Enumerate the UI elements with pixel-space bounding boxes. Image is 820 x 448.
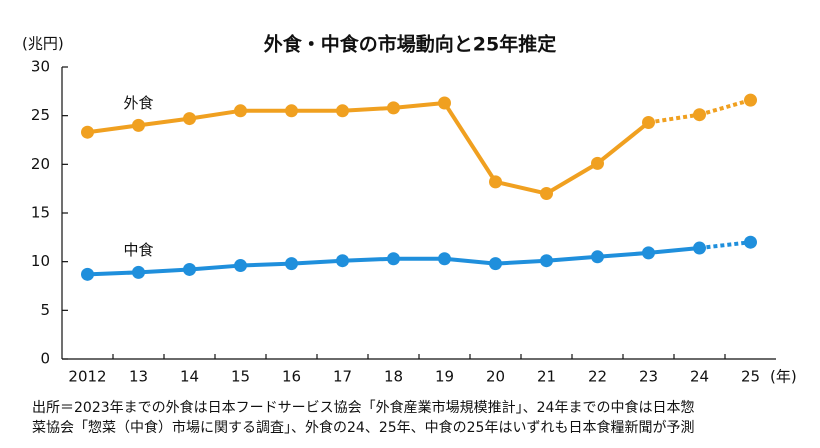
x-tick-label: 13 xyxy=(129,368,148,386)
y-tick-label: 20 xyxy=(31,155,50,173)
line-segment xyxy=(189,108,241,121)
x-tick-label: 23 xyxy=(639,368,658,386)
point xyxy=(234,104,247,118)
point xyxy=(744,93,757,107)
line-segment xyxy=(699,240,751,251)
line-segment xyxy=(87,270,139,277)
source-note: 菜協会「惣菜（中食）市場に関する調査」、外食の24、25年、中食の25年はいずれ… xyxy=(32,419,694,436)
x-tick-label: 14 xyxy=(180,368,199,386)
x-tick-label: 22 xyxy=(588,368,607,386)
line-segment xyxy=(87,123,139,135)
x-tick-label: 16 xyxy=(282,368,301,386)
point xyxy=(438,252,451,266)
line-segment xyxy=(495,258,547,266)
point xyxy=(387,252,400,266)
line-segment xyxy=(138,267,190,275)
line-segment xyxy=(545,161,599,196)
point xyxy=(285,104,298,118)
point xyxy=(489,257,502,271)
y-unit: (兆円) xyxy=(22,35,64,53)
line-segment xyxy=(596,120,650,165)
point xyxy=(642,246,655,260)
point xyxy=(744,235,757,249)
x-tick-label: 24 xyxy=(690,368,709,386)
y-tick-label: 10 xyxy=(31,252,50,270)
chart-title: 外食・中食の市場動向と25年推定 xyxy=(264,33,556,56)
source-note: 出所＝2023年までの外食は日本フードサービス協会「外食産業市場規模推計」、24… xyxy=(32,399,694,416)
line-segment xyxy=(291,258,343,266)
point xyxy=(336,254,349,268)
y-tick-label: 30 xyxy=(31,58,50,76)
x-tick-label: 17 xyxy=(333,368,352,386)
point xyxy=(489,175,502,189)
point xyxy=(183,112,196,126)
point xyxy=(183,262,196,276)
point xyxy=(642,115,655,129)
point xyxy=(438,96,451,110)
point xyxy=(693,108,706,122)
x-unit: (年) xyxy=(770,368,797,386)
point xyxy=(81,125,94,139)
point xyxy=(540,187,553,201)
x-tick-label: 19 xyxy=(435,368,454,386)
y-tick-label: 5 xyxy=(40,301,50,319)
y-tick-label: 25 xyxy=(31,106,50,124)
point xyxy=(285,257,298,271)
x-tick-label: 21 xyxy=(537,368,556,386)
point xyxy=(591,250,604,264)
point xyxy=(132,265,145,279)
point xyxy=(234,259,247,273)
x-tick-label: 2012 xyxy=(68,368,106,386)
line-segment xyxy=(189,263,241,272)
line-segment xyxy=(648,112,700,125)
x-tick-label: 18 xyxy=(384,368,403,386)
point xyxy=(591,156,604,170)
line-segment xyxy=(597,250,649,259)
series-label: 外食 xyxy=(123,94,153,112)
point xyxy=(132,118,145,132)
line-segment xyxy=(393,101,445,110)
series-label: 中食 xyxy=(123,241,153,259)
y-tick-label: 0 xyxy=(40,350,50,368)
line-segment xyxy=(648,246,700,255)
point xyxy=(336,104,349,118)
point xyxy=(387,101,400,115)
x-tick-label: 25 xyxy=(741,368,760,386)
line-segment xyxy=(495,179,547,196)
line-segment xyxy=(240,261,292,268)
line-segment xyxy=(342,105,394,113)
line-segment xyxy=(546,254,598,263)
y-tick-label: 15 xyxy=(31,204,50,222)
line-segment xyxy=(342,256,394,263)
line-segment xyxy=(138,116,190,128)
line-segment xyxy=(444,256,496,266)
point xyxy=(540,254,553,268)
x-tick-label: 20 xyxy=(486,368,505,386)
point xyxy=(693,241,706,255)
point xyxy=(81,267,94,281)
line-segment xyxy=(442,101,498,183)
x-tick-label: 15 xyxy=(231,368,250,386)
line-segment xyxy=(698,98,752,117)
